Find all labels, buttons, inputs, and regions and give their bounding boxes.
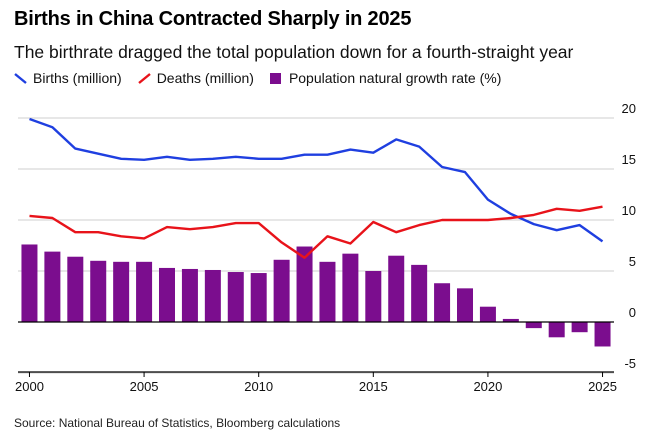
growth-rate-bar bbox=[136, 261, 153, 322]
growth-rate-bar bbox=[204, 269, 221, 322]
growth-rate-bar bbox=[525, 322, 542, 329]
deaths-legend-line-icon bbox=[137, 72, 151, 84]
chart-subtitle: The birthrate dragged the total populati… bbox=[14, 42, 574, 62]
growth-rate-bar bbox=[434, 283, 451, 322]
growth-rate-bar bbox=[90, 260, 107, 322]
x-tick-label: 2020 bbox=[473, 379, 502, 394]
growth-rate-bar bbox=[159, 267, 175, 322]
x-tick-label: 2015 bbox=[359, 379, 388, 394]
growth-rate-bar bbox=[548, 322, 565, 338]
y-tick-label: 5 bbox=[629, 254, 636, 269]
y-tick-label: 0 bbox=[629, 305, 636, 320]
y-tick-label: -5 bbox=[624, 356, 636, 371]
legend-label-births: Births (million) bbox=[33, 70, 122, 86]
legend-item-deaths: Deaths (million) bbox=[137, 70, 254, 86]
growth-rate-bar bbox=[479, 306, 496, 322]
growth-rate-bar bbox=[411, 264, 428, 322]
deaths-line bbox=[29, 205, 603, 259]
growth-legend-swatch-icon bbox=[269, 72, 281, 84]
legend-item-growth: Population natural growth rate (%) bbox=[269, 70, 502, 86]
growth-rate-bar bbox=[113, 261, 130, 322]
chart-title: Births in China Contracted Sharply in 20… bbox=[14, 8, 412, 30]
growth-rate-bar bbox=[296, 246, 313, 322]
growth-rate-bar bbox=[319, 261, 336, 322]
growth-rate-bar bbox=[273, 259, 290, 322]
growth-rate-bar bbox=[571, 322, 588, 333]
growth-rate-bar bbox=[21, 244, 38, 322]
y-tick-label: 15 bbox=[622, 152, 636, 167]
legend-label-growth: Population natural growth rate (%) bbox=[288, 70, 502, 86]
x-tick-label: 2010 bbox=[244, 379, 273, 394]
x-tick-label: 2025 bbox=[588, 379, 617, 394]
growth-rate-bar bbox=[388, 255, 405, 322]
legend: Births (million) Deaths (million) Popula… bbox=[14, 70, 517, 86]
growth-rate-bar bbox=[44, 251, 61, 322]
y-tick-label: 10 bbox=[622, 203, 636, 218]
births-line bbox=[29, 117, 604, 243]
growth-rate-bar bbox=[457, 288, 473, 322]
source-note: Source: National Bureau of Statistics, B… bbox=[14, 416, 341, 430]
growth-rate-bar bbox=[365, 271, 382, 322]
births-legend-line-icon bbox=[14, 72, 27, 84]
legend-item-births: Births (million) bbox=[14, 70, 122, 86]
legend-label-deaths: Deaths (million) bbox=[156, 70, 254, 86]
y-tick-label: 20 bbox=[622, 101, 636, 116]
x-tick-label: 2000 bbox=[15, 379, 44, 394]
growth-rate-bar bbox=[67, 256, 84, 322]
growth-rate-bar bbox=[227, 272, 244, 322]
growth-rate-bar bbox=[342, 253, 359, 322]
growth-rate-bar bbox=[502, 318, 519, 322]
growth-rate-bar bbox=[250, 273, 267, 322]
growth-rate-bar bbox=[594, 322, 611, 347]
growth-rate-bar bbox=[181, 268, 198, 322]
x-tick-label: 2005 bbox=[130, 379, 159, 394]
